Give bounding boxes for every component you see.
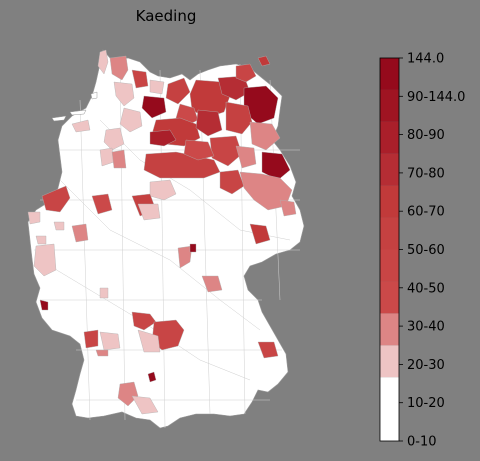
legend-block xyxy=(380,58,399,90)
legend-tick-label: 0-10 xyxy=(407,435,437,450)
colored-districts xyxy=(27,49,297,415)
legend-tick-label: 80-90 xyxy=(407,128,445,143)
legend-block xyxy=(380,345,399,378)
legend-ticks: 0-10 10-20 20-30 30-40 40-50 50-60 60-70 70-80 8… xyxy=(399,52,465,450)
north-sea-islands xyxy=(51,91,98,122)
legend-tick-label: 90-144.0 xyxy=(407,90,465,105)
legend-tick-label: 40-50 xyxy=(407,281,445,296)
legend-tick-label: 60-70 xyxy=(407,205,445,220)
legend-tick-label: 30-40 xyxy=(407,320,445,335)
legend-block xyxy=(380,217,399,250)
legend-tick-label: 50-60 xyxy=(407,243,445,258)
legend-block xyxy=(380,121,399,154)
map-title: Kaeding xyxy=(135,7,197,25)
legend-block xyxy=(380,249,399,282)
legend-block xyxy=(380,313,399,346)
legend-block xyxy=(380,377,399,441)
legend-color-scale xyxy=(380,58,399,441)
legend-block xyxy=(380,89,399,122)
legend-block xyxy=(380,153,399,186)
legend-tick-label: 10-20 xyxy=(407,396,445,411)
legend-block xyxy=(380,185,399,218)
legend-tick-label: 20-30 xyxy=(407,358,445,373)
legend-tick-label: 144.0 xyxy=(407,52,444,67)
legend-tick-label: 70-80 xyxy=(407,166,445,181)
legend-block xyxy=(380,281,399,314)
